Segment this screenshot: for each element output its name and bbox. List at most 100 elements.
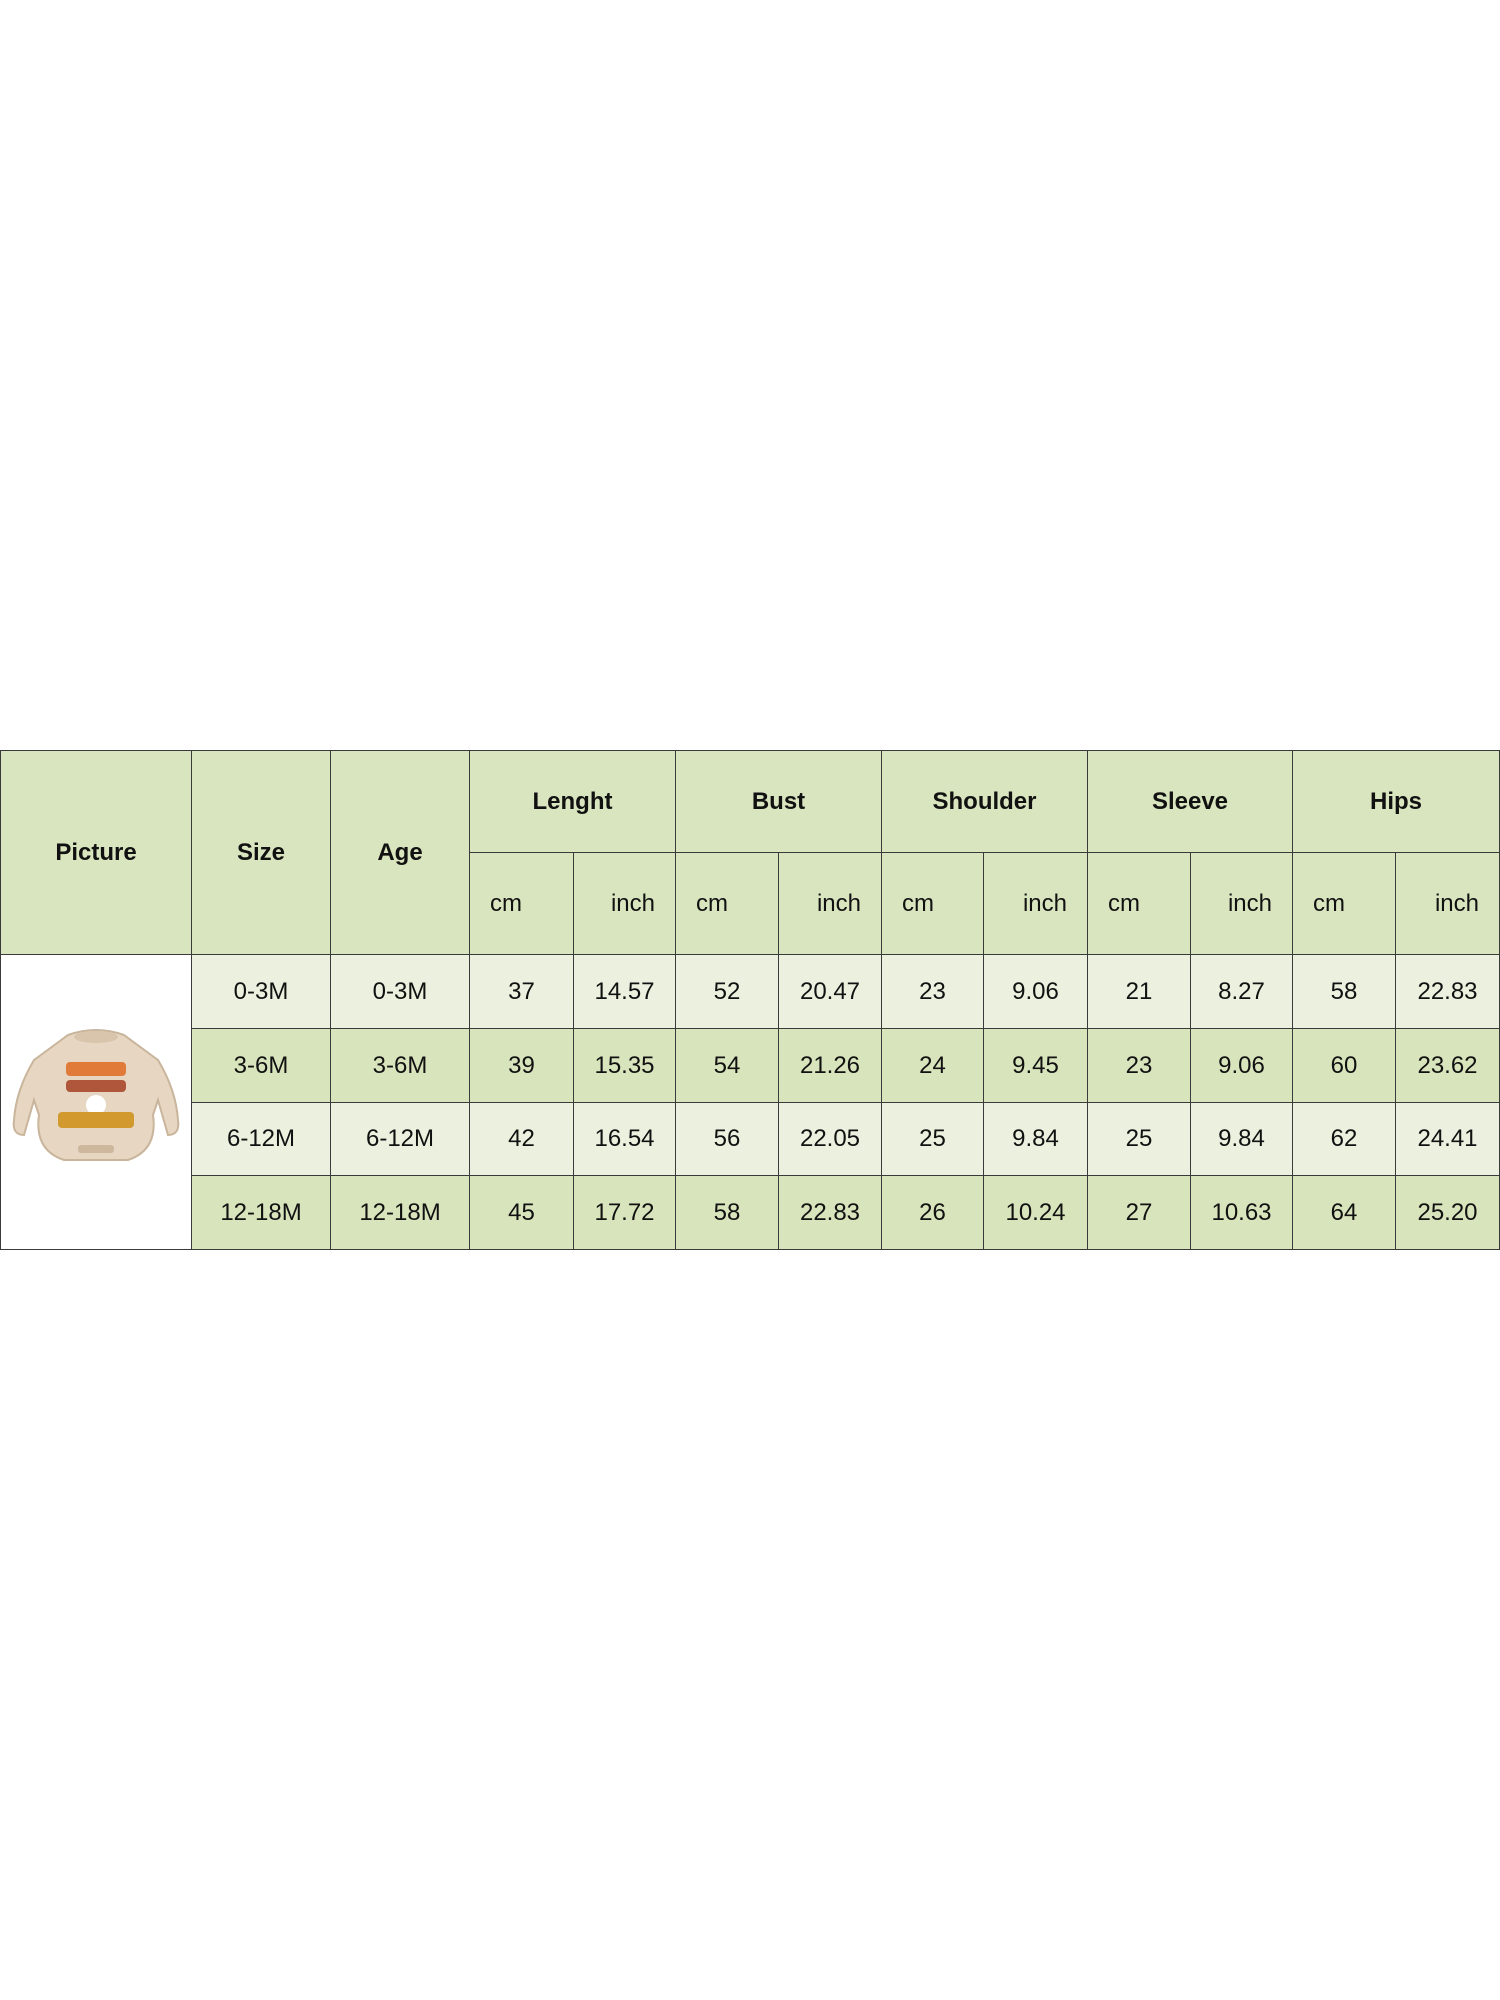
cell-text: Sleeve [1151, 787, 1229, 815]
cell-text: 54 [713, 1051, 741, 1079]
group-header: Shoulder [881, 750, 1088, 853]
data-cell: 22.05 [778, 1102, 882, 1176]
data-cell: 12-18M [330, 1175, 470, 1250]
cell-text: Picture [55, 838, 137, 866]
data-cell: 0-3M [330, 954, 470, 1029]
cell-text: 6-12M [365, 1125, 435, 1152]
cell-text: cm [902, 889, 934, 917]
cell-text: 58 [1330, 977, 1358, 1005]
cell-text: 60 [1330, 1051, 1358, 1079]
cell-text: 27 [1125, 1198, 1153, 1226]
data-cell: 56 [675, 1102, 779, 1176]
data-cell: 39 [469, 1028, 574, 1103]
data-cell: 3-6M [191, 1028, 331, 1103]
data-cell: 10.24 [983, 1175, 1088, 1250]
data-cell: 52 [675, 954, 779, 1029]
unit-header: inch [1395, 852, 1500, 955]
cell-text: Shoulder [932, 787, 1037, 815]
cell-text: 58 [713, 1198, 741, 1226]
cell-text: 12-18M [220, 1198, 302, 1226]
cell-text: 0-3M [372, 977, 428, 1005]
data-cell: 62 [1292, 1102, 1396, 1176]
data-cell: 22.83 [1395, 954, 1500, 1029]
data-cell: 23.62 [1395, 1028, 1500, 1103]
data-cell: 12-18M [191, 1175, 331, 1250]
data-cell: 58 [675, 1175, 779, 1250]
data-cell: 14.57 [573, 954, 676, 1029]
cell-text: 22.05 [799, 1125, 861, 1152]
data-cell: 45 [469, 1175, 574, 1250]
cell-text: 37 [508, 977, 535, 1005]
header-cell: Age [330, 750, 470, 955]
cell-text: inch [1022, 889, 1067, 917]
data-cell: 6-12M [330, 1102, 470, 1176]
cell-text: 20.47 [799, 977, 861, 1005]
group-header: Hips [1292, 750, 1500, 853]
cell-text: 3-6M [233, 1051, 289, 1079]
data-cell: 58 [1292, 954, 1396, 1029]
unit-header: cm [1087, 852, 1191, 955]
data-cell: 9.84 [983, 1102, 1088, 1176]
data-cell: 9.45 [983, 1028, 1088, 1103]
cell-text: cm [696, 889, 728, 917]
cell-text: 3-6M [372, 1051, 428, 1079]
cell-text: 6-12M [226, 1125, 296, 1152]
cell-text: 64 [1330, 1198, 1358, 1226]
cell-text: cm [490, 889, 522, 917]
data-cell: 16.54 [573, 1102, 676, 1176]
data-cell: 3-6M [330, 1028, 470, 1103]
cell-text: 10.24 [1005, 1198, 1066, 1226]
data-cell: 10.63 [1190, 1175, 1293, 1250]
cell-text: 22.83 [1417, 977, 1478, 1005]
data-cell: 17.72 [573, 1175, 676, 1250]
group-header: Bust [675, 750, 882, 853]
cell-text: 15.35 [594, 1051, 655, 1079]
cell-text: 39 [508, 1051, 535, 1079]
cell-text: 12-18M [359, 1198, 441, 1226]
cell-text: Lenght [532, 787, 613, 815]
data-cell: 37 [469, 954, 574, 1029]
data-cell: 25.20 [1395, 1175, 1500, 1250]
cell-text: Size [236, 838, 286, 866]
data-cell: 60 [1292, 1028, 1396, 1103]
data-cell: 6-12M [191, 1102, 331, 1176]
cell-text: inch [610, 889, 655, 917]
data-cell: 22.83 [778, 1175, 882, 1250]
data-cell: 24.41 [1395, 1102, 1500, 1176]
cell-text: 42 [508, 1125, 535, 1152]
data-cell: 20.47 [778, 954, 882, 1029]
data-cell: 23 [881, 954, 984, 1029]
cell-text: Hips [1369, 787, 1422, 815]
data-cell: 9.84 [1190, 1102, 1293, 1176]
cell-text: 24.41 [1417, 1125, 1478, 1152]
cell-text: Age [377, 838, 423, 866]
cell-text: cm [1108, 889, 1140, 917]
data-cell: 21 [1087, 954, 1191, 1029]
data-cell: 26 [881, 1175, 984, 1250]
unit-header: cm [881, 852, 984, 955]
product-picture [12, 1029, 180, 1161]
cell-text: cm [1313, 889, 1345, 917]
data-cell: 21.26 [778, 1028, 882, 1103]
cell-text: 16.54 [594, 1125, 655, 1152]
cell-text: inch [1227, 889, 1272, 917]
data-cell: 8.27 [1190, 954, 1293, 1029]
unit-header: cm [469, 852, 574, 955]
data-cell: 15.35 [573, 1028, 676, 1103]
data-cell: 64 [1292, 1175, 1396, 1250]
cell-text: 9.45 [1012, 1051, 1059, 1079]
group-header: Sleeve [1087, 750, 1293, 853]
cell-text: 25 [919, 1125, 946, 1152]
cell-text: 26 [919, 1198, 946, 1226]
cell-text: 23 [1125, 1051, 1153, 1079]
unit-header: inch [573, 852, 676, 955]
cell-text: 9.84 [1012, 1125, 1059, 1152]
cell-text: 0-3M [233, 977, 289, 1005]
cell-text: 25.20 [1417, 1198, 1478, 1226]
cell-text: 21.26 [799, 1051, 861, 1079]
data-cell: 23 [1087, 1028, 1191, 1103]
data-cell: 27 [1087, 1175, 1191, 1250]
data-cell: 9.06 [983, 954, 1088, 1029]
cell-text: 24 [919, 1051, 946, 1079]
